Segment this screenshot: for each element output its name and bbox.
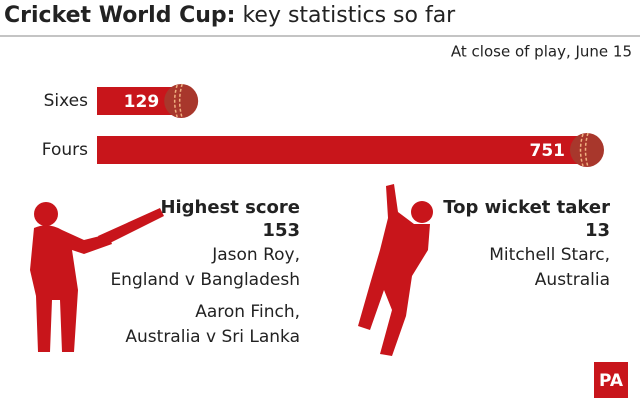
- logo-box: [594, 362, 628, 398]
- ball-seam: [584, 132, 589, 168]
- stat-detail: Australia v Sri Lanka: [125, 327, 300, 347]
- stat-detail: Aaron Finch,: [195, 302, 300, 322]
- value-label: 751: [530, 141, 566, 161]
- stat-detail: Jason Roy,: [211, 245, 300, 265]
- stat-value: 13: [585, 220, 610, 241]
- chart-title: Cricket World Cup: key statistics so far: [4, 3, 456, 28]
- bar: [97, 136, 587, 164]
- stat-detail: Mitchell Starc,: [489, 245, 610, 265]
- ball-seam: [579, 133, 584, 167]
- category-label: Sixes: [44, 91, 89, 111]
- subtitle: At close of play, June 15: [451, 43, 632, 61]
- ball-seam: [173, 84, 178, 118]
- stat-value: 153: [262, 220, 300, 241]
- category-label: Fours: [42, 140, 88, 160]
- title-bold: Cricket World Cup:: [4, 3, 235, 28]
- ball-seam: [178, 83, 183, 119]
- value-label: 129: [124, 92, 160, 112]
- stat-detail: England v Bangladesh: [110, 270, 300, 290]
- bowler-silhouette: [358, 184, 433, 356]
- ball: [570, 133, 604, 167]
- logo: PA: [599, 371, 624, 391]
- stat-label: Highest score: [160, 197, 300, 218]
- title-rest: key statistics so far: [242, 3, 456, 28]
- stat-detail: Australia: [535, 270, 610, 290]
- ball: [164, 84, 199, 118]
- stat-label: Top wicket taker: [443, 197, 610, 218]
- batsman-silhouette: [30, 202, 164, 352]
